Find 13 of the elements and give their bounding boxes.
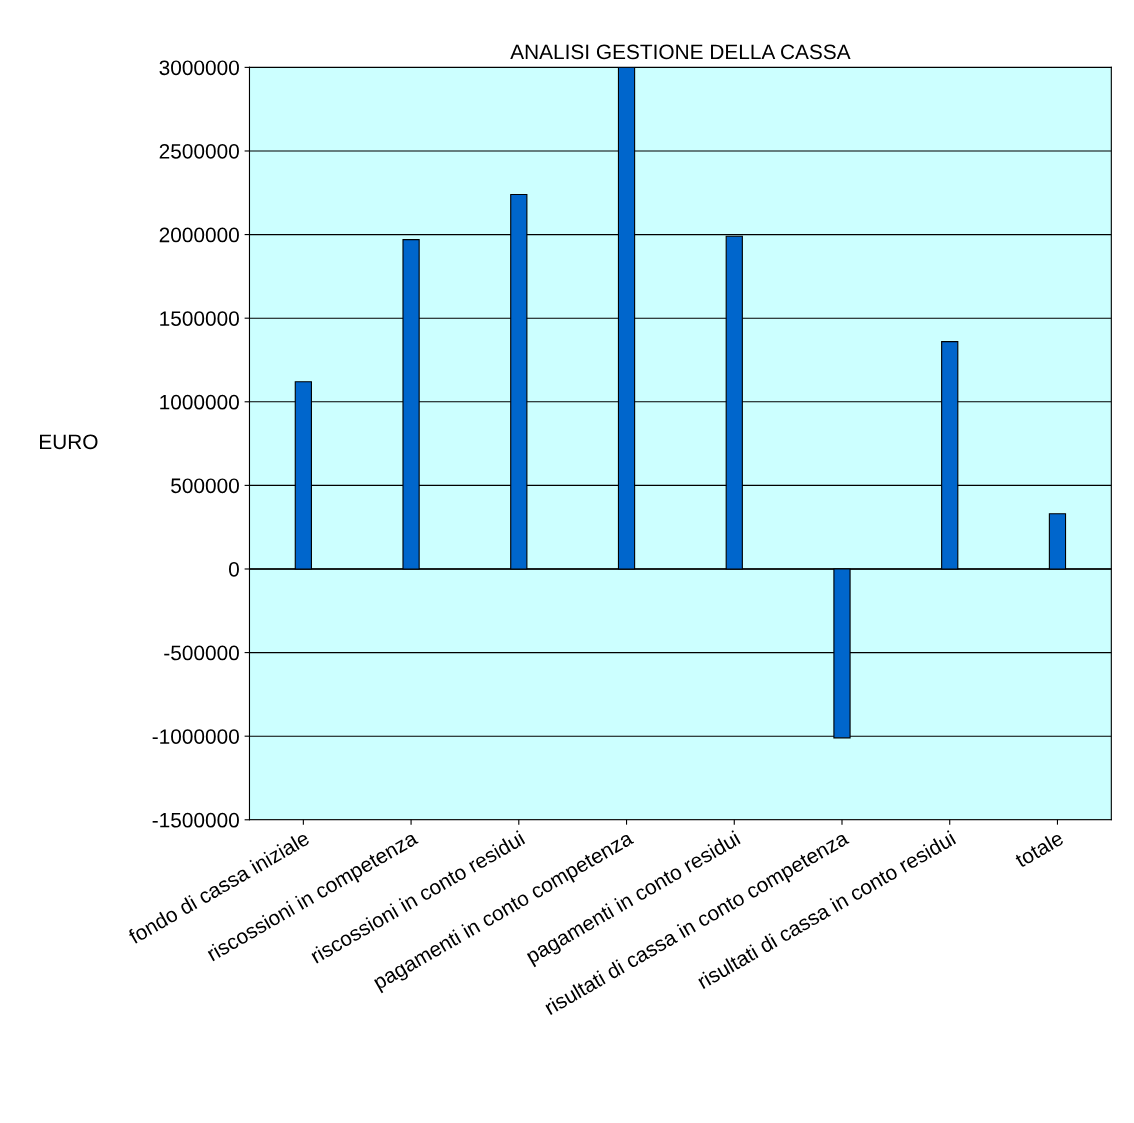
y-tick-label: 2000000 <box>159 227 239 243</box>
y-tick-label: 1500000 <box>160 311 239 326</box>
y-tick-label: 500000 <box>171 478 239 494</box>
y-tick-label: 3000000 <box>159 60 239 76</box>
y-tick-label: 2500000 <box>159 143 239 159</box>
x-tick-label: totale <box>1013 829 1065 869</box>
y-tick-label: 1000000 <box>160 394 239 410</box>
chart-title: ANALISI GESTIONE DELLA CASSA <box>510 44 851 60</box>
y-tick-label: 0 <box>228 561 239 577</box>
y-axis-title: EURO <box>40 434 98 450</box>
y-tick-label: -500000 <box>164 645 239 661</box>
y-tick-label: -1000000 <box>152 729 239 744</box>
y-tick-label: -1500000 <box>152 812 239 828</box>
